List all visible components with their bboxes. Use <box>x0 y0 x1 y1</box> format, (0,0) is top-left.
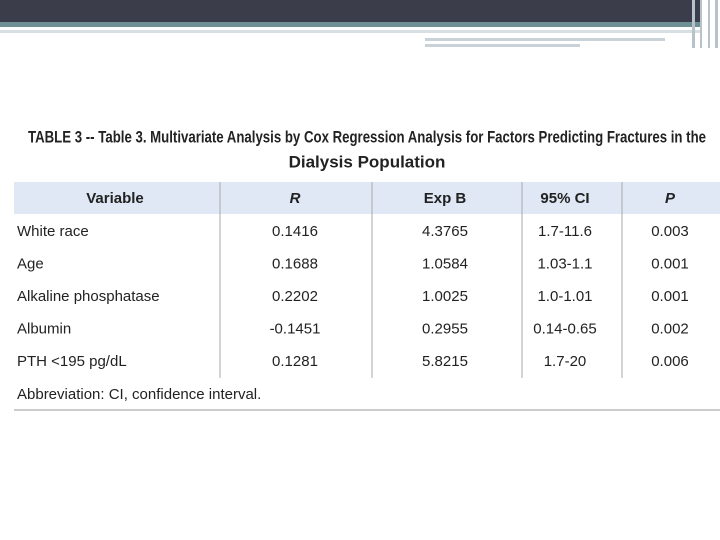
cell: 0.14-0.65 <box>533 320 596 337</box>
cell: 0.003 <box>651 223 689 240</box>
cell: 1.0-1.01 <box>537 288 592 305</box>
accent-line <box>0 30 700 33</box>
title: TABLE 3 -- Table 3. Multivariate Analysi… <box>28 127 706 146</box>
cell: 4.3765 <box>422 223 468 240</box>
cell: -0.1451 <box>270 320 321 337</box>
accent-bar <box>0 22 700 27</box>
cell: 0.001 <box>651 255 689 272</box>
row-label: White race <box>17 223 89 240</box>
column-header: Exp B <box>424 190 467 207</box>
cell: 0.1416 <box>272 223 318 240</box>
cell: 0.006 <box>651 353 689 370</box>
column-header: Variable <box>86 190 144 207</box>
cell: 1.7-11.6 <box>538 223 592 240</box>
cell: 1.0025 <box>422 288 468 305</box>
header-row <box>14 182 720 214</box>
row-label: Alkaline phosphatase <box>17 288 160 305</box>
accent-line <box>425 44 580 47</box>
top-bar <box>0 0 700 22</box>
row-label: PTH <195 pg/dL <box>17 353 127 370</box>
table: Variable R Exp B 95% CI P White race 0.1416 4.3… <box>17 182 689 403</box>
cell: 1.03-1.1 <box>537 255 592 272</box>
cell: 0.2202 <box>272 288 318 305</box>
side-lines <box>692 0 718 48</box>
title: Dialysis Population <box>289 152 446 171</box>
footnote: Abbreviation: CI, confidence interval. <box>17 386 261 403</box>
column-header: P <box>665 190 676 207</box>
column-header: 95% CI <box>540 190 589 207</box>
cell: 1.0584 <box>422 255 468 272</box>
cell: 0.001 <box>651 288 689 305</box>
cell: 0.002 <box>651 320 689 337</box>
column-header: R <box>290 190 301 207</box>
cell: 0.2955 <box>422 320 468 337</box>
cell: 0.1281 <box>272 353 318 370</box>
cell: 5.8215 <box>422 353 468 370</box>
cell: 0.1688 <box>272 255 318 272</box>
row-label: Albumin <box>17 320 71 337</box>
row-label: Age <box>17 255 44 272</box>
cell: 1.7-20 <box>544 353 587 370</box>
accent-line <box>425 38 665 41</box>
